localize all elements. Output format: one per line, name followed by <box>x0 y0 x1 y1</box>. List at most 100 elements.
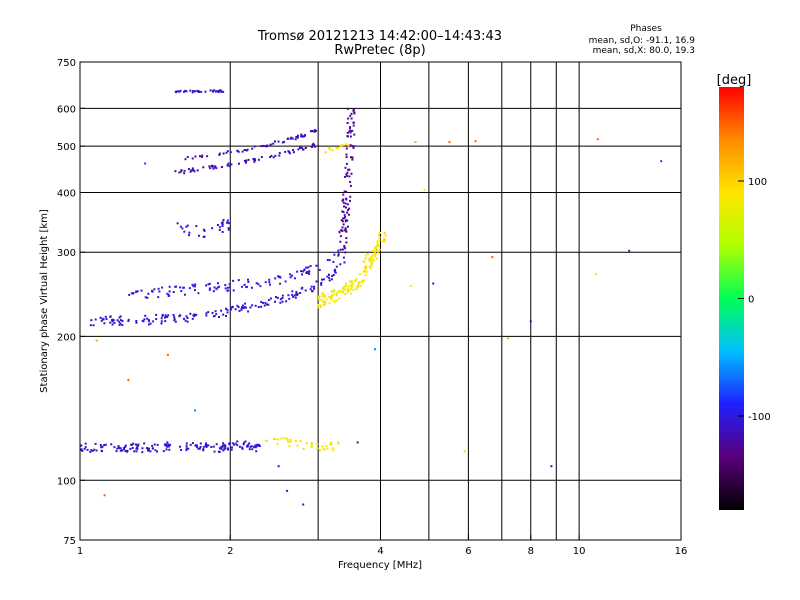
echo-point <box>344 227 347 230</box>
echo-point <box>227 289 230 292</box>
echo-point <box>113 321 116 324</box>
echo-point <box>184 319 187 322</box>
echo-point <box>94 318 97 321</box>
echo-point <box>243 159 246 162</box>
echo-point <box>103 322 106 325</box>
echo-point <box>347 117 350 120</box>
echo-point <box>244 440 247 443</box>
echo-point <box>343 205 345 208</box>
echo-point <box>316 447 319 450</box>
echo-point <box>195 313 198 316</box>
echo-point <box>337 249 340 252</box>
echo-point <box>240 308 243 311</box>
echo-point <box>320 282 323 284</box>
echo-point <box>119 447 122 450</box>
echo-point <box>179 225 182 228</box>
echo-point <box>262 301 264 304</box>
echo-point <box>202 228 205 231</box>
echo-point <box>344 284 347 287</box>
echo-point <box>160 320 163 323</box>
echo-point <box>179 445 181 448</box>
echo-point <box>346 211 349 214</box>
echo-point <box>210 165 213 168</box>
echo-point <box>370 264 373 267</box>
echo-point <box>168 445 171 448</box>
echo-point <box>285 300 288 303</box>
echo-point <box>216 282 219 285</box>
echo-point <box>180 169 183 172</box>
echo-point <box>251 448 254 451</box>
echo-point <box>278 275 281 278</box>
echo-point <box>249 445 252 448</box>
echo-point <box>104 315 107 318</box>
echo-point <box>349 195 352 198</box>
echo-point <box>349 180 352 183</box>
echo-point <box>381 240 384 243</box>
echo-point <box>250 445 253 448</box>
echo-point <box>349 126 352 129</box>
echo-point <box>339 248 342 251</box>
echo-point <box>218 229 221 231</box>
echo-point <box>234 442 237 445</box>
echo-point <box>226 150 229 153</box>
echo-point <box>164 320 167 323</box>
axis-ticks: 1 2 4 6 8 10 16 75 100 200 300 400 500 600 750 <box>57 58 687 557</box>
echo-point <box>156 443 159 446</box>
echo-point <box>191 91 194 94</box>
echo-point <box>209 89 212 92</box>
colorbar-tick-label: -100 <box>748 412 771 423</box>
echo-point <box>287 294 290 297</box>
echo-point <box>218 450 221 453</box>
echo-point <box>344 220 347 223</box>
echo-point <box>330 441 332 444</box>
echo-point <box>349 184 352 187</box>
echo-point <box>291 274 294 277</box>
echo-point <box>289 276 292 279</box>
echo-point <box>628 249 631 252</box>
echo-point <box>167 314 170 317</box>
echo-point <box>241 285 243 288</box>
echo-point <box>189 312 192 315</box>
echo-point <box>347 287 349 290</box>
echo-point <box>194 409 196 412</box>
echo-point <box>164 316 166 319</box>
echo-point <box>343 261 346 264</box>
echo-point <box>95 449 98 452</box>
echo-point <box>153 443 156 446</box>
echo-point <box>124 444 127 447</box>
echo-point <box>135 450 138 453</box>
echo-point <box>305 266 308 269</box>
echo-point <box>274 277 277 280</box>
echo-point <box>279 298 282 301</box>
echo-point <box>306 272 309 274</box>
echo-point <box>332 260 335 263</box>
echo-point <box>208 288 211 291</box>
echo-point <box>205 314 208 317</box>
echo-point <box>187 447 190 450</box>
echo-point <box>309 288 312 291</box>
echo-point <box>297 134 299 137</box>
echo-point <box>212 290 215 293</box>
echo-point <box>226 311 229 314</box>
echo-point <box>120 319 122 322</box>
echo-point <box>220 309 223 312</box>
echo-point <box>230 308 232 311</box>
echo-point <box>130 443 133 446</box>
echo-point <box>100 449 103 452</box>
echo-point <box>166 316 169 318</box>
echo-point <box>183 172 186 175</box>
echo-point <box>187 168 190 170</box>
echo-point <box>333 253 336 256</box>
echo-point <box>215 313 218 316</box>
echo-point <box>326 259 329 261</box>
echo-point <box>185 90 188 93</box>
echo-point <box>202 236 205 238</box>
echo-point <box>238 162 240 165</box>
echo-point <box>190 169 193 172</box>
echo-point <box>341 229 344 232</box>
echo-point <box>310 444 313 447</box>
echo-point <box>178 315 181 318</box>
echo-point <box>286 439 289 441</box>
echo-point <box>189 443 192 446</box>
echo-point <box>350 112 353 115</box>
